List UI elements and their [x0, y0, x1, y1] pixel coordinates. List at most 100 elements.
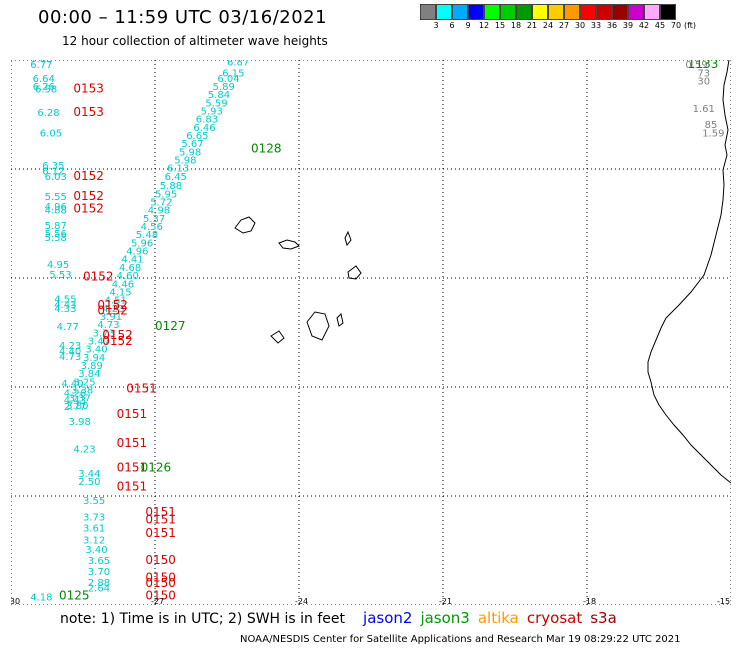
swh-value: 7.00 — [30, 60, 52, 66]
satellite-name: jason2 — [363, 609, 413, 627]
swh-value: 5.48 — [136, 230, 158, 241]
legend-label: 45 — [654, 21, 666, 30]
track-time-label: 0152 — [97, 304, 128, 318]
legend-label: 24 — [542, 21, 554, 30]
legend-label: 39 — [622, 21, 634, 30]
swh-value: 3.47 — [88, 336, 110, 347]
map-title: 00:00 – 11:59 UTC 03/16/2021 — [38, 7, 328, 28]
swh-value-coastal: 1.59 — [702, 128, 724, 139]
track-time-label: 0128 — [251, 142, 282, 156]
footer-note: note: 1) Time is in UTC; 2) SWH is in fe… — [60, 609, 617, 627]
swh-value: 3.91 — [100, 312, 122, 323]
track-time-label: 0152 — [73, 202, 104, 216]
island-santiago — [306, 311, 330, 341]
swh-value: 6.28 — [37, 108, 59, 119]
swh-value: 4.33 — [54, 304, 76, 315]
track-time-label: 0151 — [145, 512, 176, 526]
swh-value: 4.96 — [45, 202, 67, 213]
swh-value: 4.18 — [30, 593, 52, 604]
swh-value: 5.67 — [181, 139, 203, 150]
legend-label: 6 — [449, 21, 455, 30]
swh-value: 6.77 — [30, 60, 52, 71]
track-time-label: 0150 — [145, 589, 176, 603]
x-tick-label: -30 — [11, 597, 20, 605]
legend-swatch — [468, 4, 484, 20]
track-time-label: 1133 — [688, 60, 719, 71]
x-tick-label: -15 — [717, 597, 730, 605]
legend-swatch — [548, 4, 564, 20]
altimeter-track-labels: 7.006.77 6.646.266.58 6.28 6.05 6.356.126.03… — [30, 60, 724, 604]
swh-value: 5.93 — [201, 107, 223, 118]
legend-label: 18 — [510, 21, 522, 30]
swh-value: 6.15 — [222, 68, 244, 79]
legend-label: 12 — [478, 21, 490, 30]
swh-value-coastal: 0.59 — [685, 60, 707, 71]
legend-swatch — [596, 4, 612, 20]
track-time-label: 0125 — [59, 589, 90, 603]
swh-value: 5.37 — [143, 214, 165, 225]
swh-value: 6.45 — [165, 172, 187, 183]
swh-value: 6.04 — [217, 74, 239, 85]
legend-label: 30 — [574, 21, 586, 30]
track-time-label: 0152 — [97, 298, 128, 312]
track-time-label: 0150 — [145, 553, 176, 567]
track-time-label: 0151 — [117, 480, 148, 494]
legend-swatch — [564, 4, 580, 20]
swh-value: 2.50 — [78, 477, 100, 488]
legend-label: 36 — [606, 21, 618, 30]
satellite-name: jason3 — [420, 609, 470, 627]
coastline — [234, 60, 731, 484]
track-time-label: 0152 — [73, 169, 104, 183]
swh-value: 5.58 — [45, 233, 67, 244]
swh-value: 4.68 — [119, 263, 141, 274]
swh-value: 3.12 — [83, 535, 105, 546]
swh-value: 5.53 — [49, 270, 71, 281]
legend-swatch — [660, 4, 676, 20]
island-sao-nicolau — [278, 239, 300, 250]
satellite-name: cryosat — [526, 609, 583, 627]
satellite-name: altika — [477, 609, 519, 627]
swh-value: 4.98 — [148, 206, 170, 217]
swh-value: 5.98 — [179, 147, 201, 158]
swh-value: 4.43 — [54, 300, 76, 311]
track-time-label: 0127 — [155, 319, 186, 333]
swh-value: 3.80 — [66, 401, 88, 412]
x-tick-label: -21 — [439, 597, 452, 605]
swh-value: 3.73 — [93, 328, 115, 339]
track-time-label: 0151 — [117, 407, 148, 421]
swh-value: 3.25 — [73, 377, 95, 388]
swh-value: 5.98 — [174, 156, 196, 167]
swh-value: 4.43 — [64, 395, 86, 406]
legend-swatch — [452, 4, 468, 20]
altimeter-map: 7.006.77 6.646.266.58 6.28 6.05 6.356.126.03… — [11, 60, 731, 605]
swh-value: 4.26 — [64, 388, 86, 399]
swh-value: 4.40 — [61, 379, 83, 390]
swh-value: 3.98 — [69, 417, 91, 428]
island-fogo — [270, 330, 285, 344]
swh-value: 5.84 — [208, 90, 230, 101]
swh-value: 3.55 — [83, 496, 105, 507]
track-time-label: 0152 — [83, 270, 114, 284]
swh-value: 4.23 — [59, 341, 81, 352]
legend-swatch — [436, 4, 452, 20]
legend-label: 70 — [670, 21, 682, 30]
legend-label: 27 — [558, 21, 570, 30]
swh-value: 3.70 — [88, 567, 110, 578]
track-time-label: 0126 — [141, 460, 172, 474]
swh-value: 3.89 — [81, 361, 103, 372]
map-grid — [11, 60, 731, 605]
swh-value: 4.96 — [126, 247, 148, 258]
swh-value: 6.13 — [167, 164, 189, 175]
x-tick-label: -27 — [151, 597, 164, 605]
x-tick-label: -24 — [295, 597, 308, 605]
island-sal — [344, 230, 352, 247]
swh-value-coastal: 73 — [697, 68, 710, 79]
west-africa-coast — [647, 60, 731, 484]
legend-swatch — [612, 4, 628, 20]
swh-value: 4.41 — [121, 255, 143, 266]
legend-label: 9 — [465, 21, 471, 30]
swh-value: 4.15 — [109, 287, 131, 298]
swh-value-coastal: 85 — [705, 120, 718, 131]
legend-swatch — [420, 4, 436, 20]
swh-value: 5.96 — [131, 238, 153, 249]
